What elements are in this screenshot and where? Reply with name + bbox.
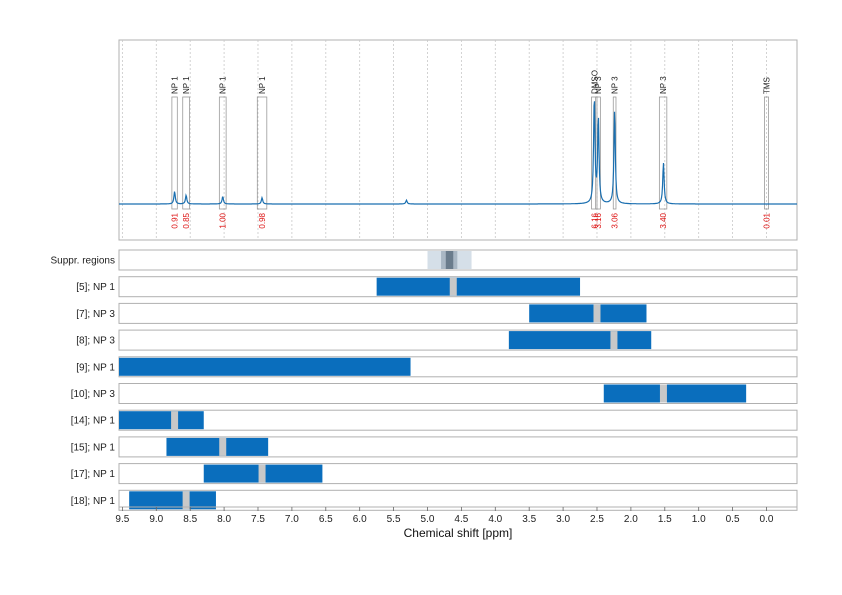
row-8: [17]; NP 1 bbox=[71, 463, 798, 485]
row-frame-2 bbox=[118, 302, 798, 324]
row-marker-2 bbox=[593, 304, 601, 323]
row-1: [5]; NP 1 bbox=[76, 276, 798, 298]
row-marker-6 bbox=[171, 411, 179, 430]
peak-box-1 bbox=[182, 96, 190, 210]
row-label-1: [5]; NP 1 bbox=[76, 282, 115, 293]
row-bar-1 bbox=[376, 277, 581, 296]
x-axis-title: Chemical shift [ppm] bbox=[404, 526, 513, 540]
row-marker-8 bbox=[258, 464, 266, 483]
row-3: [8]; NP 3 bbox=[76, 329, 798, 351]
peak-label-7: NP 3 bbox=[659, 76, 668, 94]
x-axis: 9.5 9.0 8.5 8.0 7.5 7.0 6.5 6.0 5.5 5.0 4.5 4.0 3.5 3… bbox=[115, 506, 797, 540]
peak-box-0 bbox=[171, 96, 178, 210]
row-4: [9]; NP 1 bbox=[76, 356, 798, 378]
x-tick-label-9: 5.0 bbox=[421, 514, 435, 525]
spectrum-line bbox=[119, 101, 797, 205]
row-label-5: [10]; NP 3 bbox=[71, 389, 116, 400]
row-bar-3 bbox=[508, 331, 652, 350]
x-tick-label-13: 3.0 bbox=[556, 514, 570, 525]
integral-label-5: 3.16 bbox=[594, 212, 603, 228]
integral-label-8: 0.01 bbox=[762, 212, 771, 228]
peak-label-6: NP 3 bbox=[611, 76, 620, 94]
peak-label-2: NP 1 bbox=[219, 76, 228, 94]
row-label-2: [7]; NP 3 bbox=[76, 309, 115, 320]
row-7: [15]; NP 1 bbox=[71, 436, 798, 458]
integral-label-6: 3.06 bbox=[611, 212, 620, 228]
row-bar-7 bbox=[166, 437, 269, 456]
x-tick-label-0: 9.5 bbox=[115, 514, 129, 525]
peak-label-3: NP 1 bbox=[258, 76, 267, 94]
x-tick-label-11: 4.0 bbox=[488, 514, 502, 525]
x-tick-label-19: 0.0 bbox=[760, 514, 774, 525]
row-label-6: [14]; NP 1 bbox=[71, 416, 116, 427]
x-tick-label-18: 0.5 bbox=[726, 514, 740, 525]
row-label-8: [17]; NP 1 bbox=[71, 469, 116, 480]
peak-box-2 bbox=[218, 96, 227, 210]
row-marker-1 bbox=[449, 277, 457, 296]
row-6: [14]; NP 1 bbox=[71, 409, 798, 431]
peak-label-8: TMS bbox=[762, 77, 771, 94]
row-marker-9 bbox=[182, 491, 190, 510]
row-5: [10]; NP 3 bbox=[71, 383, 798, 404]
x-tick-label-4: 7.5 bbox=[251, 514, 265, 525]
integral-label-7: 3.40 bbox=[659, 212, 668, 228]
region-rows: Suppr. regions [5]; NP 1 [7]; NP 3 [8]; NP … bbox=[51, 249, 798, 511]
row-marker-3 bbox=[610, 331, 618, 350]
x-ticks: 9.5 9.0 8.5 8.0 7.5 7.0 6.5 6.0 5.5 5.0 4.5 4.0 3.5 3… bbox=[115, 507, 774, 525]
peak-label-1: NP 1 bbox=[182, 76, 191, 94]
integral-labels: 0.91 0.85 1.00 0.98 6.163.16 3.06 3.40 0.01 bbox=[171, 212, 772, 228]
peak-label-5: NP 3 bbox=[594, 76, 603, 94]
x-tick-label-12: 3.5 bbox=[522, 514, 536, 525]
row-label-4: [9]; NP 1 bbox=[76, 362, 115, 373]
x-tick-label-2: 8.5 bbox=[183, 514, 197, 525]
row-label-0: Suppr. regions bbox=[51, 256, 116, 267]
row-frame-6 bbox=[118, 409, 798, 431]
integral-label-1: 0.85 bbox=[182, 212, 191, 228]
integral-label-0: 0.91 bbox=[171, 212, 180, 228]
row-label-9: [18]; NP 1 bbox=[71, 496, 116, 507]
x-tick-label-8: 5.5 bbox=[387, 514, 401, 525]
x-tick-label-14: 2.5 bbox=[590, 514, 604, 525]
row-frame-3 bbox=[118, 329, 798, 351]
peak-box-8 bbox=[764, 96, 769, 210]
row-9: [18]; NP 1 bbox=[71, 489, 798, 511]
x-tick-label-16: 1.5 bbox=[658, 514, 672, 525]
row-bar-4 bbox=[119, 357, 411, 376]
spectrum-frame bbox=[118, 39, 798, 241]
row-bar-9 bbox=[129, 491, 216, 510]
row-bar-5 bbox=[603, 384, 747, 403]
x-tick-label-5: 7.0 bbox=[285, 514, 299, 525]
row-2: [7]; NP 3 bbox=[76, 302, 798, 324]
peak-label-4: DMSO bbox=[590, 70, 599, 94]
row-frame-9 bbox=[118, 489, 798, 511]
x-tick-label-10: 4.5 bbox=[454, 514, 468, 525]
x-tick-label-1: 9.0 bbox=[149, 514, 163, 525]
x-tick-label-6: 6.5 bbox=[319, 514, 333, 525]
row-label-3: [8]; NP 3 bbox=[76, 336, 115, 347]
x-tick-label-7: 6.0 bbox=[353, 514, 367, 525]
row-marker-5 bbox=[659, 384, 667, 403]
row-marker-7 bbox=[219, 437, 227, 456]
row-label-7: [15]; NP 1 bbox=[71, 442, 116, 453]
peak-box-3 bbox=[256, 96, 268, 210]
x-tick-label-3: 8.0 bbox=[217, 514, 231, 525]
x-tick-label-17: 1.0 bbox=[692, 514, 706, 525]
peak-box-7 bbox=[658, 96, 668, 210]
row-0: Suppr. regions bbox=[51, 249, 798, 271]
integral-label-4: 6.16 bbox=[590, 212, 599, 228]
integral-label-2: 1.00 bbox=[219, 212, 228, 228]
row-frame-7 bbox=[118, 436, 798, 458]
row-bar-2 bbox=[529, 304, 647, 323]
x-tick-label-15: 2.0 bbox=[624, 514, 638, 525]
peak-label-0: NP 1 bbox=[171, 76, 180, 94]
row-bar-6 bbox=[119, 411, 204, 430]
integral-label-3: 0.98 bbox=[258, 212, 267, 228]
suppr-band-2 bbox=[445, 251, 454, 269]
